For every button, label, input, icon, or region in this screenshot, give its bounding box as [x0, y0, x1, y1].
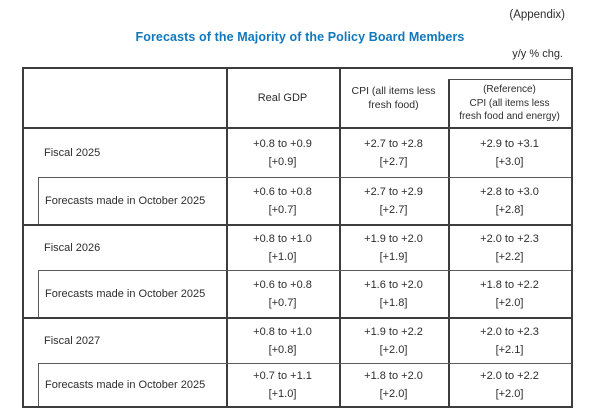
- forecast-range: +1.8 to +2.2: [480, 279, 539, 291]
- cell-real-gdp: +0.8 to +0.9 [+0.9]: [226, 129, 339, 177]
- forecast-range: +2.0 to +2.3: [480, 326, 539, 338]
- forecast-range: +2.7 to +2.9: [364, 186, 423, 198]
- table-row-october-2025-fy2026: Forecasts made in October 2025 +0.6 to +…: [24, 271, 571, 317]
- forecast-range: +0.6 to +0.8: [253, 186, 312, 198]
- subrow-left-line-1: [38, 177, 39, 224]
- forecast-table: Real GDP CPI (all items less fresh food)…: [22, 67, 573, 408]
- forecast-median: [+0.9]: [268, 156, 297, 168]
- cell-cpi: +1.9 to +2.2 [+2.0]: [339, 319, 448, 363]
- forecast-median: [+0.7]: [268, 204, 297, 216]
- cell-real-gdp: +0.6 to +0.8 [+0.7]: [226, 178, 339, 224]
- forecast-range: +1.6 to +2.0: [364, 279, 423, 291]
- forecast-median: [+1.9]: [379, 251, 408, 263]
- cell-cpi: +1.8 to +2.0 [+2.0]: [339, 364, 448, 406]
- table-row-fiscal-2025: Fiscal 2025 +0.8 to +0.9 [+0.9] +2.7 to …: [24, 129, 571, 177]
- section-line-2: [24, 317, 571, 319]
- forecast-median: [+1.0]: [268, 251, 297, 263]
- forecast-median: [+2.8]: [495, 204, 524, 216]
- forecast-median: [+2.7]: [379, 156, 408, 168]
- reference-box-top-line: [448, 79, 571, 80]
- subrow-divider-1: [38, 177, 571, 178]
- cell-real-gdp: +0.8 to +1.0 [+1.0]: [226, 226, 339, 270]
- section-line-1: [24, 224, 571, 226]
- row-label: Forecasts made in October 2025: [45, 288, 206, 300]
- column-line-1: [226, 69, 228, 406]
- subrow-left-line-3: [38, 363, 39, 406]
- cell-real-gdp: +0.8 to +1.0 [+0.8]: [226, 319, 339, 363]
- column-line-2: [339, 69, 341, 406]
- table-row-october-2025-fy2025: Forecasts made in October 2025 +0.6 to +…: [24, 178, 571, 224]
- row-label: Fiscal 2026: [44, 242, 101, 254]
- header-cpi: CPI (all items less fresh food): [351, 85, 436, 111]
- forecast-range: +2.8 to +3.0: [480, 186, 539, 198]
- forecast-range: +0.8 to +1.0: [253, 326, 312, 338]
- forecast-range: +1.8 to +2.0: [364, 370, 423, 382]
- forecast-median: [+2.1]: [495, 344, 524, 356]
- forecast-median: [+2.0]: [495, 297, 524, 309]
- table-row-fiscal-2026: Fiscal 2026 +0.8 to +1.0 [+1.0] +1.9 to …: [24, 226, 571, 270]
- cell-cpi: +2.7 to +2.9 [+2.7]: [339, 178, 448, 224]
- header-real-gdp: Real GDP: [257, 92, 308, 104]
- forecast-range: +0.6 to +0.8: [253, 279, 312, 291]
- subrow-divider-2: [38, 270, 571, 271]
- appendix-label: (Appendix): [509, 9, 565, 21]
- forecast-median: [+1.8]: [379, 297, 408, 309]
- forecast-range: +1.9 to +2.0: [364, 233, 423, 245]
- cell-real-gdp: +0.6 to +0.8 [+0.7]: [226, 271, 339, 317]
- cell-cpi-reference: +2.0 to +2.3 [+2.2]: [448, 226, 571, 270]
- forecast-range: +2.7 to +2.8: [364, 138, 423, 150]
- forecast-range: +1.9 to +2.2: [364, 326, 423, 338]
- forecast-median: [+1.0]: [268, 388, 297, 400]
- row-label: Fiscal 2025: [44, 147, 101, 159]
- page-title: Forecasts of the Majority of the Policy …: [135, 30, 465, 44]
- forecast-range: +2.0 to +2.2: [480, 370, 539, 382]
- forecast-median: [+0.8]: [268, 344, 297, 356]
- cell-cpi: +1.9 to +2.0 [+1.9]: [339, 226, 448, 270]
- forecast-range: +2.9 to +3.1: [480, 138, 539, 150]
- table-row-fiscal-2027: Fiscal 2027 +0.8 to +1.0 [+0.8] +1.9 to …: [24, 319, 571, 363]
- row-label: Forecasts made in October 2025: [45, 195, 206, 207]
- subrow-divider-3: [38, 363, 571, 364]
- row-label: Forecasts made in October 2025: [45, 379, 206, 391]
- forecast-median: [+0.7]: [268, 297, 297, 309]
- forecast-median: [+2.2]: [495, 251, 524, 263]
- cell-cpi-reference: +2.0 to +2.3 [+2.1]: [448, 319, 571, 363]
- forecast-range: +0.8 to +0.9: [253, 138, 312, 150]
- cell-real-gdp: +0.7 to +1.1 [+1.0]: [226, 364, 339, 406]
- header-bottom-line: [24, 127, 571, 129]
- unit-note: y/y % chg.: [512, 48, 563, 60]
- forecast-median: [+2.0]: [379, 344, 408, 356]
- cell-cpi-reference: +1.8 to +2.2 [+2.0]: [448, 271, 571, 317]
- forecast-median: [+2.0]: [495, 388, 524, 400]
- subrow-left-line-2: [38, 270, 39, 317]
- row-label: Fiscal 2027: [44, 335, 101, 347]
- cell-cpi-reference: +2.9 to +3.1 [+3.0]: [448, 129, 571, 177]
- forecast-range: +2.0 to +2.3: [480, 233, 539, 245]
- header-cpi-reference: (Reference) CPI (all items less fresh fo…: [459, 84, 560, 123]
- table-row-october-2025-fy2027: Forecasts made in October 2025 +0.7 to +…: [24, 364, 571, 406]
- forecast-range: +0.7 to +1.1: [253, 370, 312, 382]
- forecast-median: [+3.0]: [495, 156, 524, 168]
- forecast-range: +0.8 to +1.0: [253, 233, 312, 245]
- cell-cpi-reference: +2.8 to +3.0 [+2.8]: [448, 178, 571, 224]
- forecast-median: [+2.0]: [379, 388, 408, 400]
- forecast-median: [+2.7]: [379, 204, 408, 216]
- cell-cpi: +1.6 to +2.0 [+1.8]: [339, 271, 448, 317]
- cell-cpi-reference: +2.0 to +2.2 [+2.0]: [448, 364, 571, 406]
- column-line-3: [448, 79, 450, 406]
- cell-cpi: +2.7 to +2.8 [+2.7]: [339, 129, 448, 177]
